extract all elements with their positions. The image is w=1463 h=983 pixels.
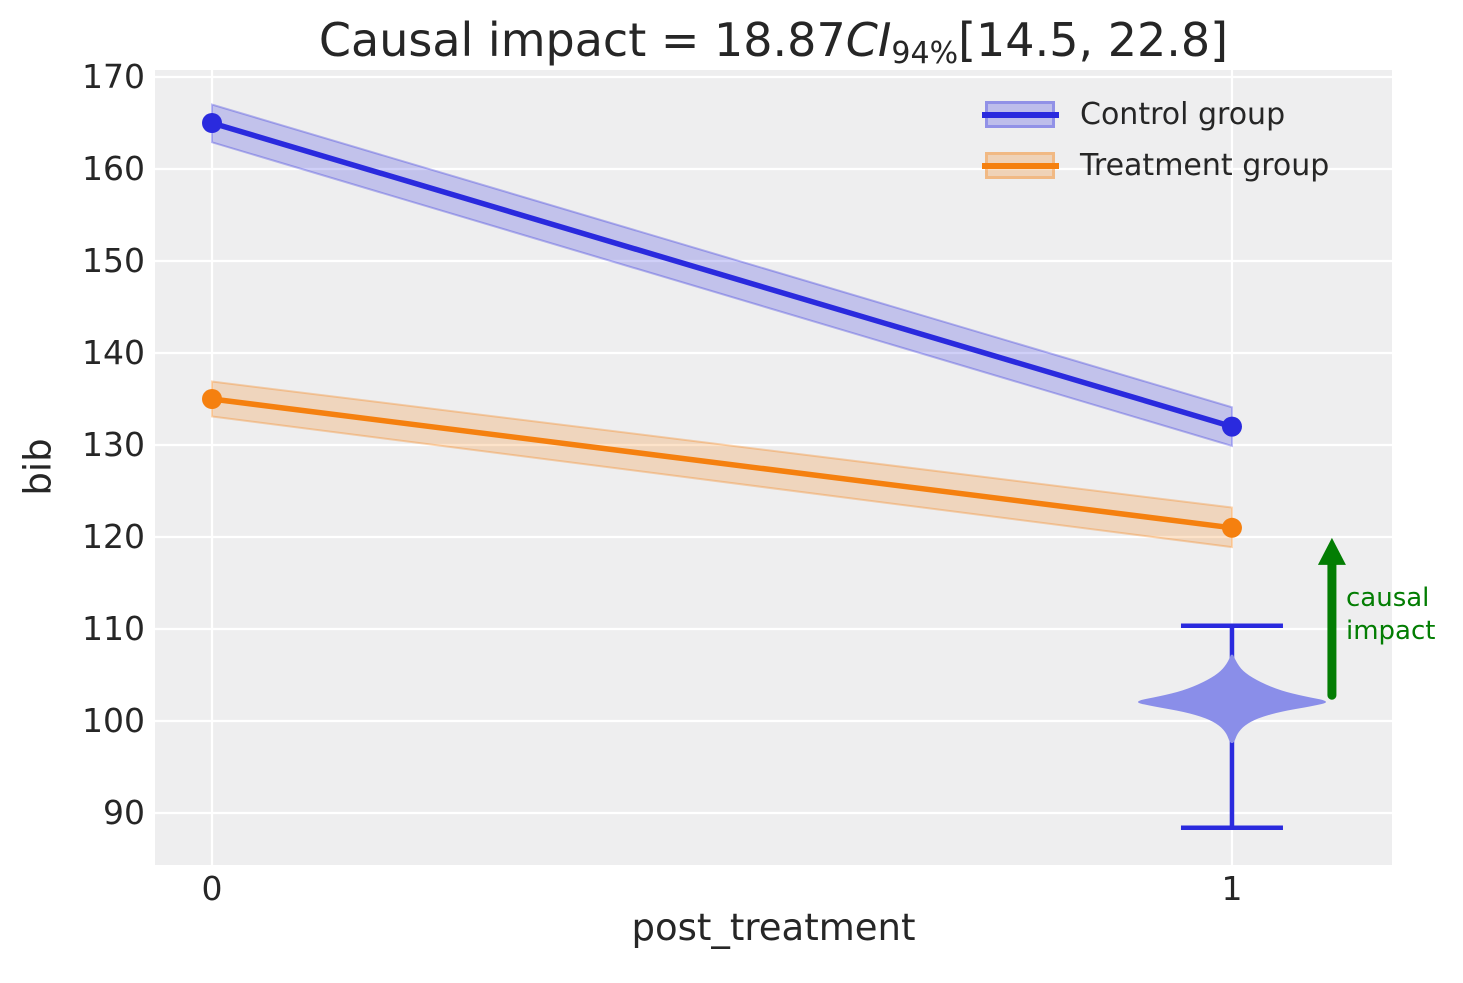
title-ci-sub: 94%	[891, 36, 959, 71]
legend-label: Control group	[1080, 97, 1286, 132]
y-tick-label: 110	[82, 609, 145, 648]
y-tick-label: 130	[82, 425, 145, 464]
x-tick-label: 1	[1221, 869, 1243, 908]
line-swatch	[982, 162, 1059, 169]
treatment-line	[209, 396, 1235, 531]
y-tick-label: 170	[82, 56, 145, 96]
annotation-line-2: impact	[1346, 616, 1436, 646]
annotation-line-1: causal	[1346, 583, 1430, 613]
control-data-point	[202, 112, 223, 133]
y-tick-label: 140	[82, 333, 145, 372]
legend-item-treatment: Treatment group	[982, 148, 1330, 183]
x-tick-label: 0	[201, 869, 223, 908]
treatment-data-point	[202, 389, 223, 410]
control-data-point	[1221, 416, 1242, 437]
y-tick-label: 100	[82, 701, 145, 740]
chart-title: Causal impact = 18.87CI94%[14.5, 22.8]	[155, 12, 1392, 75]
violin-body	[1137, 654, 1326, 744]
title-interval: [14.5, 22.8]	[958, 13, 1229, 67]
title-ci: CI	[845, 13, 892, 67]
legend-swatch-control	[982, 101, 1059, 128]
causal-arrow-head	[1317, 537, 1346, 565]
y-tick-label: 120	[82, 517, 145, 556]
title-prefix: Causal impact = 18.87	[318, 13, 846, 67]
y-tick-label: 150	[82, 240, 145, 280]
legend-item-control: Control group	[982, 97, 1329, 132]
x-axis-label: post_treatment	[631, 906, 916, 949]
legend: Control group Treatment group	[982, 97, 1330, 183]
legend-swatch-treatment	[982, 152, 1059, 179]
control-line	[209, 120, 1235, 430]
line-swatch	[982, 111, 1059, 118]
y-tick-label: 90	[103, 793, 145, 833]
treatment-data-point	[1221, 517, 1242, 538]
causal-impact-annotation: causal impact	[1346, 582, 1435, 648]
y-tick-label: 160	[82, 148, 145, 188]
legend-label: Treatment group	[1080, 148, 1330, 183]
